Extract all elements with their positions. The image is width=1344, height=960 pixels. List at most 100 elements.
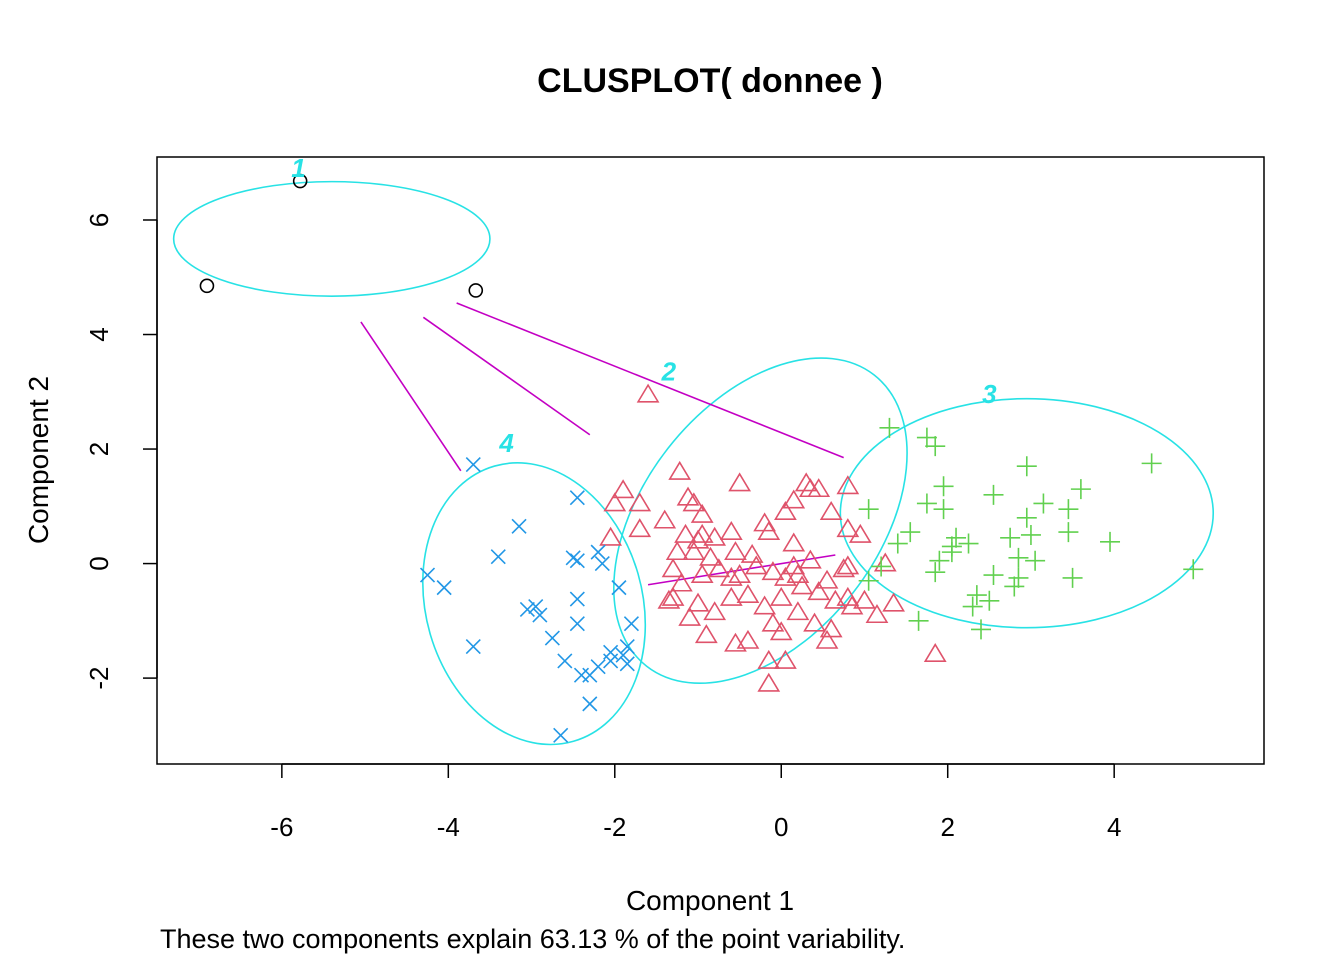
point-cluster-2 <box>819 500 843 520</box>
point-cluster-2 <box>603 492 627 512</box>
point-cluster-4 <box>582 696 598 712</box>
point-cluster-3 <box>900 522 921 543</box>
point-cluster-3 <box>1020 524 1041 545</box>
point-cluster-2 <box>599 526 623 546</box>
x-tick-label: 4 <box>1107 812 1121 842</box>
cluster-ellipse-1 <box>172 180 491 297</box>
point-cluster-2 <box>653 509 677 529</box>
point-cluster-2 <box>628 518 652 538</box>
point-cluster-2 <box>724 541 747 561</box>
point-cluster-4 <box>436 580 452 596</box>
point-cluster-1 <box>468 283 484 298</box>
point-cluster-4 <box>594 556 610 572</box>
point-cluster-4 <box>419 567 436 583</box>
point-cluster-3 <box>1141 453 1162 474</box>
point-cluster-2 <box>836 555 860 575</box>
point-cluster-2 <box>757 672 781 692</box>
point-cluster-3 <box>1058 522 1079 543</box>
cluster-ellipse-4 <box>422 462 647 746</box>
point-cluster-3 <box>1025 550 1046 571</box>
point-cluster-3 <box>1016 507 1037 528</box>
cluster-labels: 1 2 3 4 <box>291 153 997 458</box>
point-cluster-2 <box>611 479 635 499</box>
point-cluster-3 <box>1058 499 1079 520</box>
x-tick-label: -6 <box>270 812 293 842</box>
point-cluster-3 <box>925 436 946 457</box>
point-cluster-4 <box>615 647 631 663</box>
point-cluster-2 <box>699 546 722 566</box>
point-cluster-3 <box>1004 576 1025 597</box>
point-cluster-3 <box>908 610 929 631</box>
point-cluster-3 <box>958 533 979 554</box>
point-cluster-4 <box>519 601 535 617</box>
point-cluster-2 <box>836 586 860 606</box>
point-cluster-2 <box>782 532 806 552</box>
point-cluster-2 <box>736 584 760 603</box>
point-cluster-2 <box>736 629 760 649</box>
point-cluster-2 <box>769 621 793 641</box>
point-cluster-3 <box>1016 456 1037 477</box>
point-cluster-4 <box>565 550 581 566</box>
point-cluster-2 <box>815 629 839 649</box>
point-cluster-3 <box>983 484 1004 505</box>
x-tick-label: -2 <box>603 812 626 842</box>
point-cluster-2 <box>782 489 806 509</box>
point-cluster-2 <box>740 543 764 563</box>
point-cluster-2 <box>669 572 693 592</box>
point-cluster-2 <box>853 589 876 609</box>
point-cluster-3 <box>966 585 987 606</box>
point-cluster-4 <box>544 630 560 646</box>
point-cluster-2 <box>665 541 689 561</box>
point-cluster-2 <box>674 523 697 543</box>
point-cluster-2 <box>719 521 743 541</box>
y-tick-label: 2 <box>84 442 114 456</box>
point-cluster-3 <box>933 476 954 497</box>
point-cluster-2 <box>774 649 797 669</box>
chart-title: CLUSPLOT( donnee ) <box>537 62 883 100</box>
point-cluster-4 <box>569 616 585 632</box>
cluster-ellipse-2 <box>613 357 908 684</box>
point-cluster-2 <box>865 604 889 624</box>
point-cluster-3 <box>1062 567 1083 588</box>
point-cluster-2 <box>682 541 706 561</box>
point-cluster-4 <box>465 639 481 655</box>
point-cluster-2 <box>774 500 797 520</box>
point-cluster-2 <box>815 569 839 589</box>
point-cluster-3 <box>1183 559 1204 580</box>
point-cluster-2 <box>882 592 906 612</box>
x-axis: -6 -4 -2 0 2 4 <box>270 763 1121 842</box>
point-cluster-4 <box>553 727 569 743</box>
point-cluster-3 <box>887 533 908 554</box>
point-cluster-2 <box>707 558 731 578</box>
point-cluster-3 <box>1008 567 1029 588</box>
cluster-label-1: 1 <box>291 153 305 183</box>
point-cluster-2 <box>686 592 710 612</box>
cluster-label-3: 3 <box>982 379 997 409</box>
x-tick-label: -4 <box>437 812 460 842</box>
plot-frame <box>156 156 1265 765</box>
cluster-label-2: 2 <box>661 356 677 386</box>
x-tick-label: 2 <box>940 812 954 842</box>
point-cluster-3 <box>929 550 950 571</box>
point-cluster-3 <box>871 556 892 577</box>
point-cluster-4 <box>590 544 606 560</box>
point-cluster-2 <box>678 606 702 626</box>
point-cluster-2 <box>661 586 685 606</box>
point-cluster-3 <box>971 619 992 640</box>
point-cluster-2 <box>836 518 860 538</box>
cluster-ellipses <box>172 180 1215 746</box>
point-cluster-3 <box>983 565 1004 586</box>
point-cluster-3 <box>1008 547 1029 568</box>
point-cluster-2 <box>690 503 714 523</box>
x-axis-label: Component 1 <box>626 885 794 916</box>
point-cluster-2 <box>719 566 743 586</box>
point-cluster-2 <box>690 563 714 583</box>
point-cluster-2 <box>786 601 810 621</box>
y-tick-label: 4 <box>84 327 114 341</box>
point-cluster-4 <box>623 616 639 632</box>
point-cluster-4 <box>603 644 619 660</box>
point-cluster-2 <box>728 472 752 492</box>
point-cluster-1 <box>292 173 308 189</box>
point-cluster-2 <box>790 575 814 595</box>
